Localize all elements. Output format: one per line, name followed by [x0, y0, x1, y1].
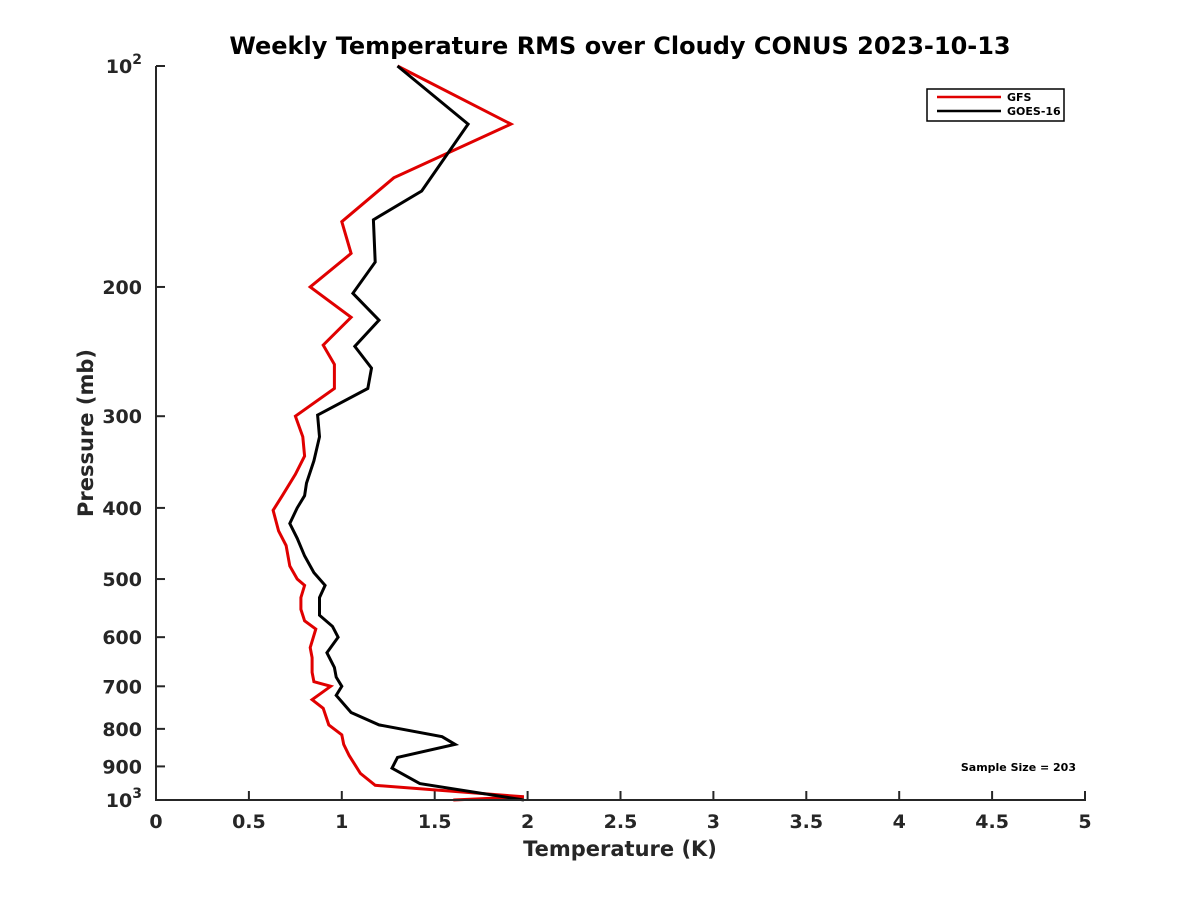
- legend: GFS GOES-16: [926, 88, 1065, 122]
- x-tick-label: 0: [149, 811, 162, 833]
- plot-lines: [271, 64, 525, 802]
- x-tick-label: 3.5: [789, 811, 823, 833]
- y-tick-label: 500: [102, 569, 142, 591]
- y-axis-label: Pressure (mb): [74, 349, 98, 517]
- y-tick-label: 103: [106, 786, 142, 812]
- y-tick-label: 400: [102, 498, 142, 520]
- y-tick-label: 102: [106, 52, 142, 78]
- y-tick-label: 800: [102, 719, 142, 741]
- x-tick-label: 2: [521, 811, 534, 833]
- x-tick-label: 4: [893, 811, 906, 833]
- x-tick-label: 3: [707, 811, 720, 833]
- series-line-goes16: [288, 64, 525, 802]
- x-tick-label: 0.5: [232, 811, 266, 833]
- x-tick-label: 5: [1078, 811, 1091, 833]
- chart-title: Weekly Temperature RMS over Cloudy CONUS…: [229, 32, 1010, 60]
- legend-box: [926, 88, 1065, 122]
- y-tick-label: 200: [102, 277, 142, 299]
- series-line-gfs: [271, 64, 525, 802]
- y-tick-label: 700: [102, 676, 142, 698]
- sample-size-annotation: Sample Size = 203: [961, 761, 1076, 774]
- y-tick-label: 300: [102, 406, 142, 428]
- x-tick-label: 1: [335, 811, 348, 833]
- legend-label-goes16: GOES-16: [1007, 105, 1061, 118]
- axis-ticks: 0 0.5 1 1.5 2 2.5 3 3.5 4 4.5 5 102 200 300 400 500 600 7…: [102, 52, 1091, 833]
- y-tick-label: 600: [102, 627, 142, 649]
- x-axis-label: Temperature (K): [523, 837, 717, 861]
- y-tick-label: 900: [102, 756, 142, 778]
- x-tick-label: 2.5: [604, 811, 638, 833]
- legend-label-gfs: GFS: [1007, 91, 1032, 104]
- x-tick-label: 4.5: [975, 811, 1009, 833]
- x-tick-label: 1.5: [418, 811, 452, 833]
